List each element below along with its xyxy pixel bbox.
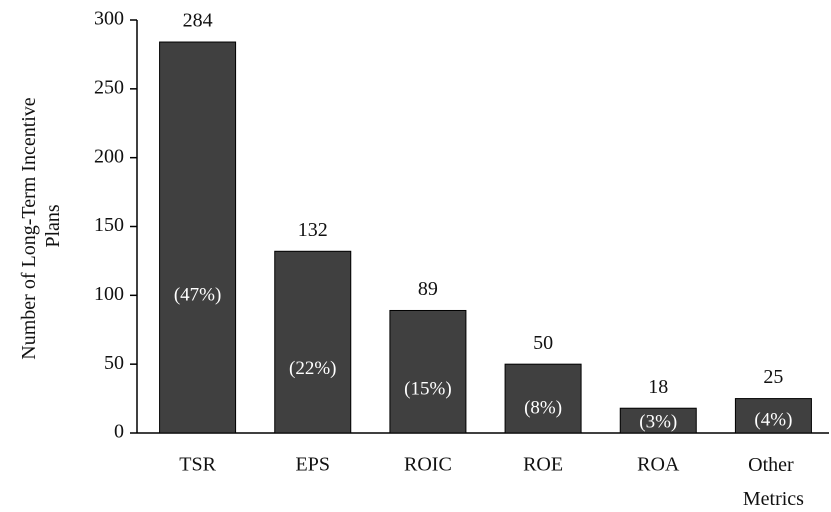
x-tick-label: Other Metrics (743, 454, 804, 510)
share-label: (3%) (639, 411, 677, 432)
bar (159, 41, 237, 434)
y-axis-label: Number of Long-Term Incentive Plans (18, 92, 64, 359)
value-label: 18 (648, 376, 668, 398)
share-label: (47%) (174, 285, 221, 306)
x-tick-label: ROIC (404, 454, 452, 476)
y-tick-label: 300 (94, 8, 124, 30)
y-tick-label: 250 (94, 76, 124, 98)
bar (274, 250, 352, 434)
share-label: (8%) (524, 397, 562, 418)
value-label: 50 (533, 332, 553, 354)
y-tick-label: 150 (94, 214, 124, 236)
y-tick-label: 100 (94, 283, 124, 305)
share-label: (15%) (404, 378, 451, 399)
y-tick-label: 0 (114, 421, 124, 443)
value-label: 132 (298, 219, 328, 241)
bar (504, 363, 582, 434)
share-label: (22%) (289, 358, 336, 379)
value-label: 89 (418, 278, 438, 300)
x-tick-label: EPS (296, 454, 330, 476)
bar (619, 407, 697, 434)
bar (389, 309, 467, 434)
x-tick-label: TSR (179, 454, 216, 476)
value-label: 284 (183, 10, 213, 32)
value-label: 25 (763, 366, 783, 388)
y-tick-label: 50 (104, 352, 124, 374)
x-tick-label: ROA (637, 454, 680, 476)
x-tick-label: ROE (523, 454, 563, 476)
y-tick-label: 200 (94, 145, 124, 167)
bar (734, 398, 812, 434)
share-label: (4%) (754, 409, 792, 430)
